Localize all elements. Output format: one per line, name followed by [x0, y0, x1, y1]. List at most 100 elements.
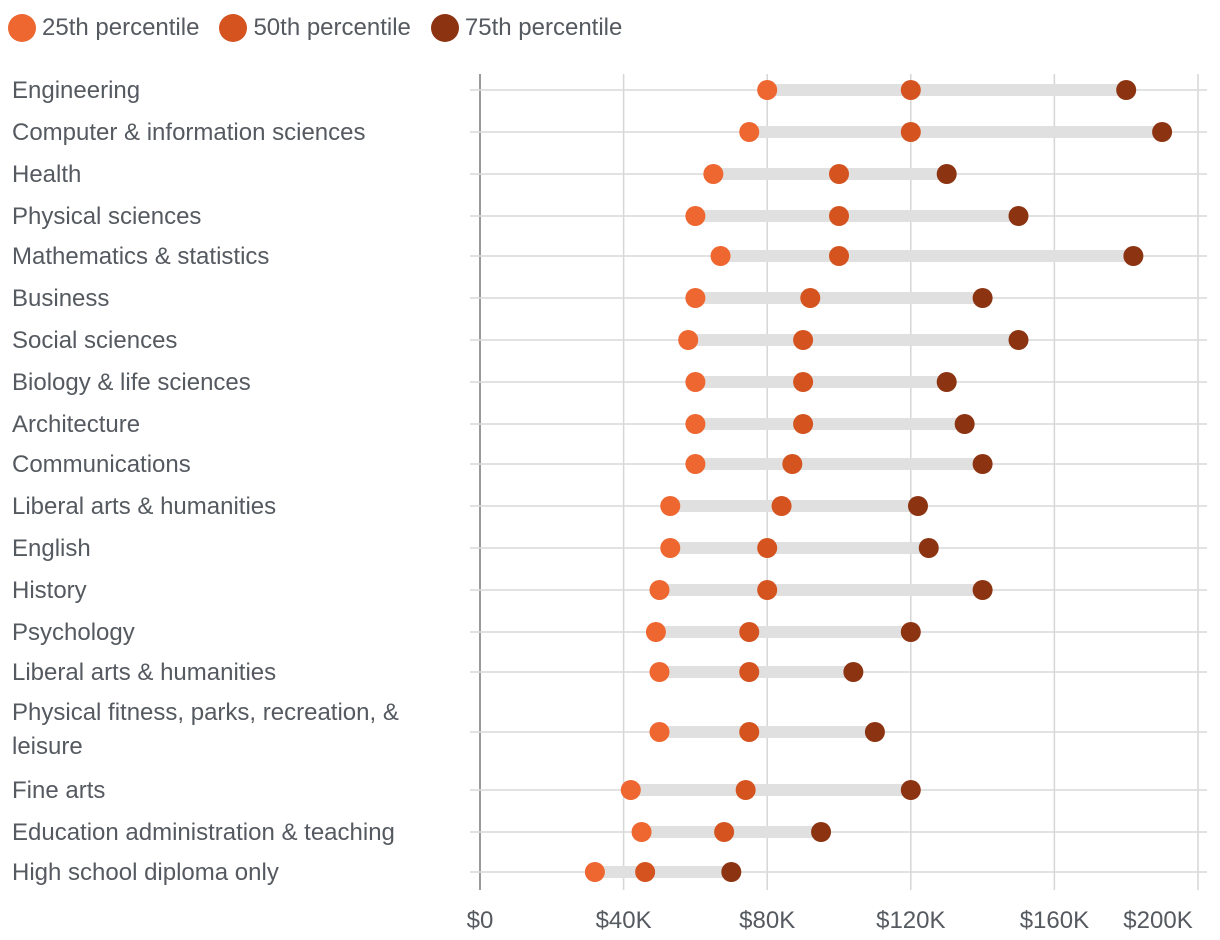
dot-p75-18	[721, 862, 742, 882]
category-label-4: Mathematics & statistics	[12, 243, 269, 270]
category-row-10: Liberal arts & humanities	[12, 493, 928, 520]
legend-item-p75: 75th percentile	[430, 14, 623, 42]
legend-label-p50: 50th percentile	[253, 14, 411, 41]
dot-p25-4	[710, 246, 731, 266]
category-row-1: Computer & information sciences	[12, 119, 1173, 146]
dot-p50-16	[735, 780, 756, 800]
dot-p25-2	[703, 164, 724, 184]
dot-p50-4	[829, 246, 849, 266]
x-tick-label-2: $80K	[739, 907, 795, 934]
category-label-15-line-0: Physical fitness, parks, recreation, &	[12, 699, 399, 726]
category-row-16: Fine arts	[12, 777, 921, 804]
category-row-3: Physical sciences	[12, 203, 1029, 230]
category-label-5: Business	[12, 285, 109, 312]
dot-p50-0	[900, 80, 921, 100]
dot-p25-11	[660, 538, 681, 558]
category-row-14: Liberal arts & humanities	[12, 659, 864, 686]
dot-p75-10	[907, 496, 928, 516]
dot-p25-12	[649, 580, 670, 600]
category-row-8: Architecture	[12, 411, 975, 438]
dot-p75-9	[972, 454, 993, 474]
dot-p50-13	[739, 622, 760, 642]
dot-p75-16	[900, 780, 921, 800]
dot-p50-9	[782, 454, 803, 474]
dot-p50-10	[771, 496, 792, 516]
dot-p25-1	[739, 122, 760, 142]
dot-p75-17	[811, 822, 832, 842]
dot-p75-4	[1123, 246, 1144, 266]
category-label-14: Liberal arts & humanities	[12, 659, 276, 686]
dot-p25-17	[631, 822, 652, 842]
dot-p75-1	[1152, 122, 1173, 142]
dot-p50-6	[793, 330, 814, 350]
category-row-11: English	[12, 535, 939, 562]
category-label-1: Computer & information sciences	[12, 119, 365, 146]
legend-item-p50: 50th percentile	[219, 14, 411, 42]
category-label-12: History	[12, 577, 87, 604]
legend-dot-p75	[430, 14, 459, 42]
dot-p25-6	[678, 330, 699, 350]
dot-p25-10	[660, 496, 681, 516]
category-layer: Engineering Computer & information scienc…	[12, 77, 1173, 886]
dot-p75-3	[1008, 206, 1029, 226]
legend-dot-p25	[8, 14, 36, 42]
category-row-18: High school diploma only	[12, 859, 742, 886]
category-label-16: Fine arts	[12, 777, 105, 804]
category-label-2: Health	[12, 161, 81, 188]
x-axis-ticks: $0 $40K $80K $120K $160K $200K	[467, 907, 1193, 934]
dot-p75-13	[900, 622, 921, 642]
x-tick-label-1: $40K	[596, 907, 652, 934]
dot-p25-15	[649, 722, 670, 742]
category-label-13: Psychology	[12, 619, 135, 646]
dot-p75-12	[972, 580, 993, 600]
dot-p50-12	[757, 580, 778, 600]
dot-p50-18	[635, 862, 656, 882]
dot-p25-5	[685, 288, 706, 308]
category-label-6: Social sciences	[12, 327, 177, 354]
dot-p50-2	[829, 164, 849, 184]
category-row-5: Business	[12, 285, 993, 312]
category-row-9: Communications	[12, 451, 993, 478]
dot-p75-11	[918, 538, 939, 558]
category-row-17: Education administration & teaching	[12, 819, 832, 846]
dot-p25-16	[620, 780, 641, 800]
legend-item-p25: 25th percentile	[8, 14, 199, 42]
x-tick-label-5: $200K	[1123, 907, 1192, 934]
category-row-4: Mathematics & statistics	[12, 243, 1144, 270]
chart-legend: 25th percentile 50th percentile 75th per…	[8, 10, 642, 46]
legend-dot-p50	[219, 14, 248, 42]
category-label-10: Liberal arts & humanities	[12, 493, 276, 520]
dot-p25-7	[685, 372, 706, 392]
dot-p25-13	[645, 622, 666, 642]
category-label-11: English	[12, 535, 91, 562]
dot-p50-7	[793, 372, 814, 392]
category-label-3: Physical sciences	[12, 203, 201, 230]
dot-p25-8	[685, 414, 706, 434]
legend-label-p25: 25th percentile	[42, 14, 200, 41]
grid-layer	[470, 74, 1207, 890]
category-label-17: Education administration & teaching	[12, 819, 395, 846]
category-row-13: Psychology	[12, 619, 921, 646]
dot-p25-0	[757, 80, 778, 100]
category-row-0: Engineering	[12, 77, 1137, 104]
category-row-2: Health	[12, 161, 957, 188]
dot-p75-2	[936, 164, 957, 184]
dot-p50-3	[829, 206, 849, 226]
dot-p50-1	[900, 122, 921, 142]
dot-p25-3	[685, 206, 706, 226]
dot-p25-9	[685, 454, 706, 474]
dot-p50-11	[757, 538, 778, 558]
x-tick-label-3: $120K	[876, 907, 945, 934]
dot-p50-15	[739, 722, 760, 742]
legend-label-p75: 75th percentile	[464, 14, 623, 41]
category-label-15-line-1: leisure	[12, 733, 83, 760]
x-tick-label-0: $0	[467, 907, 494, 934]
dot-p25-14	[649, 662, 670, 682]
dot-p75-5	[972, 288, 993, 308]
dot-p75-8	[954, 414, 975, 434]
category-row-12: History	[12, 577, 993, 604]
category-row-7: Biology & life sciences	[12, 369, 957, 396]
category-label-7: Biology & life sciences	[12, 369, 251, 396]
category-label-8: Architecture	[12, 411, 140, 438]
